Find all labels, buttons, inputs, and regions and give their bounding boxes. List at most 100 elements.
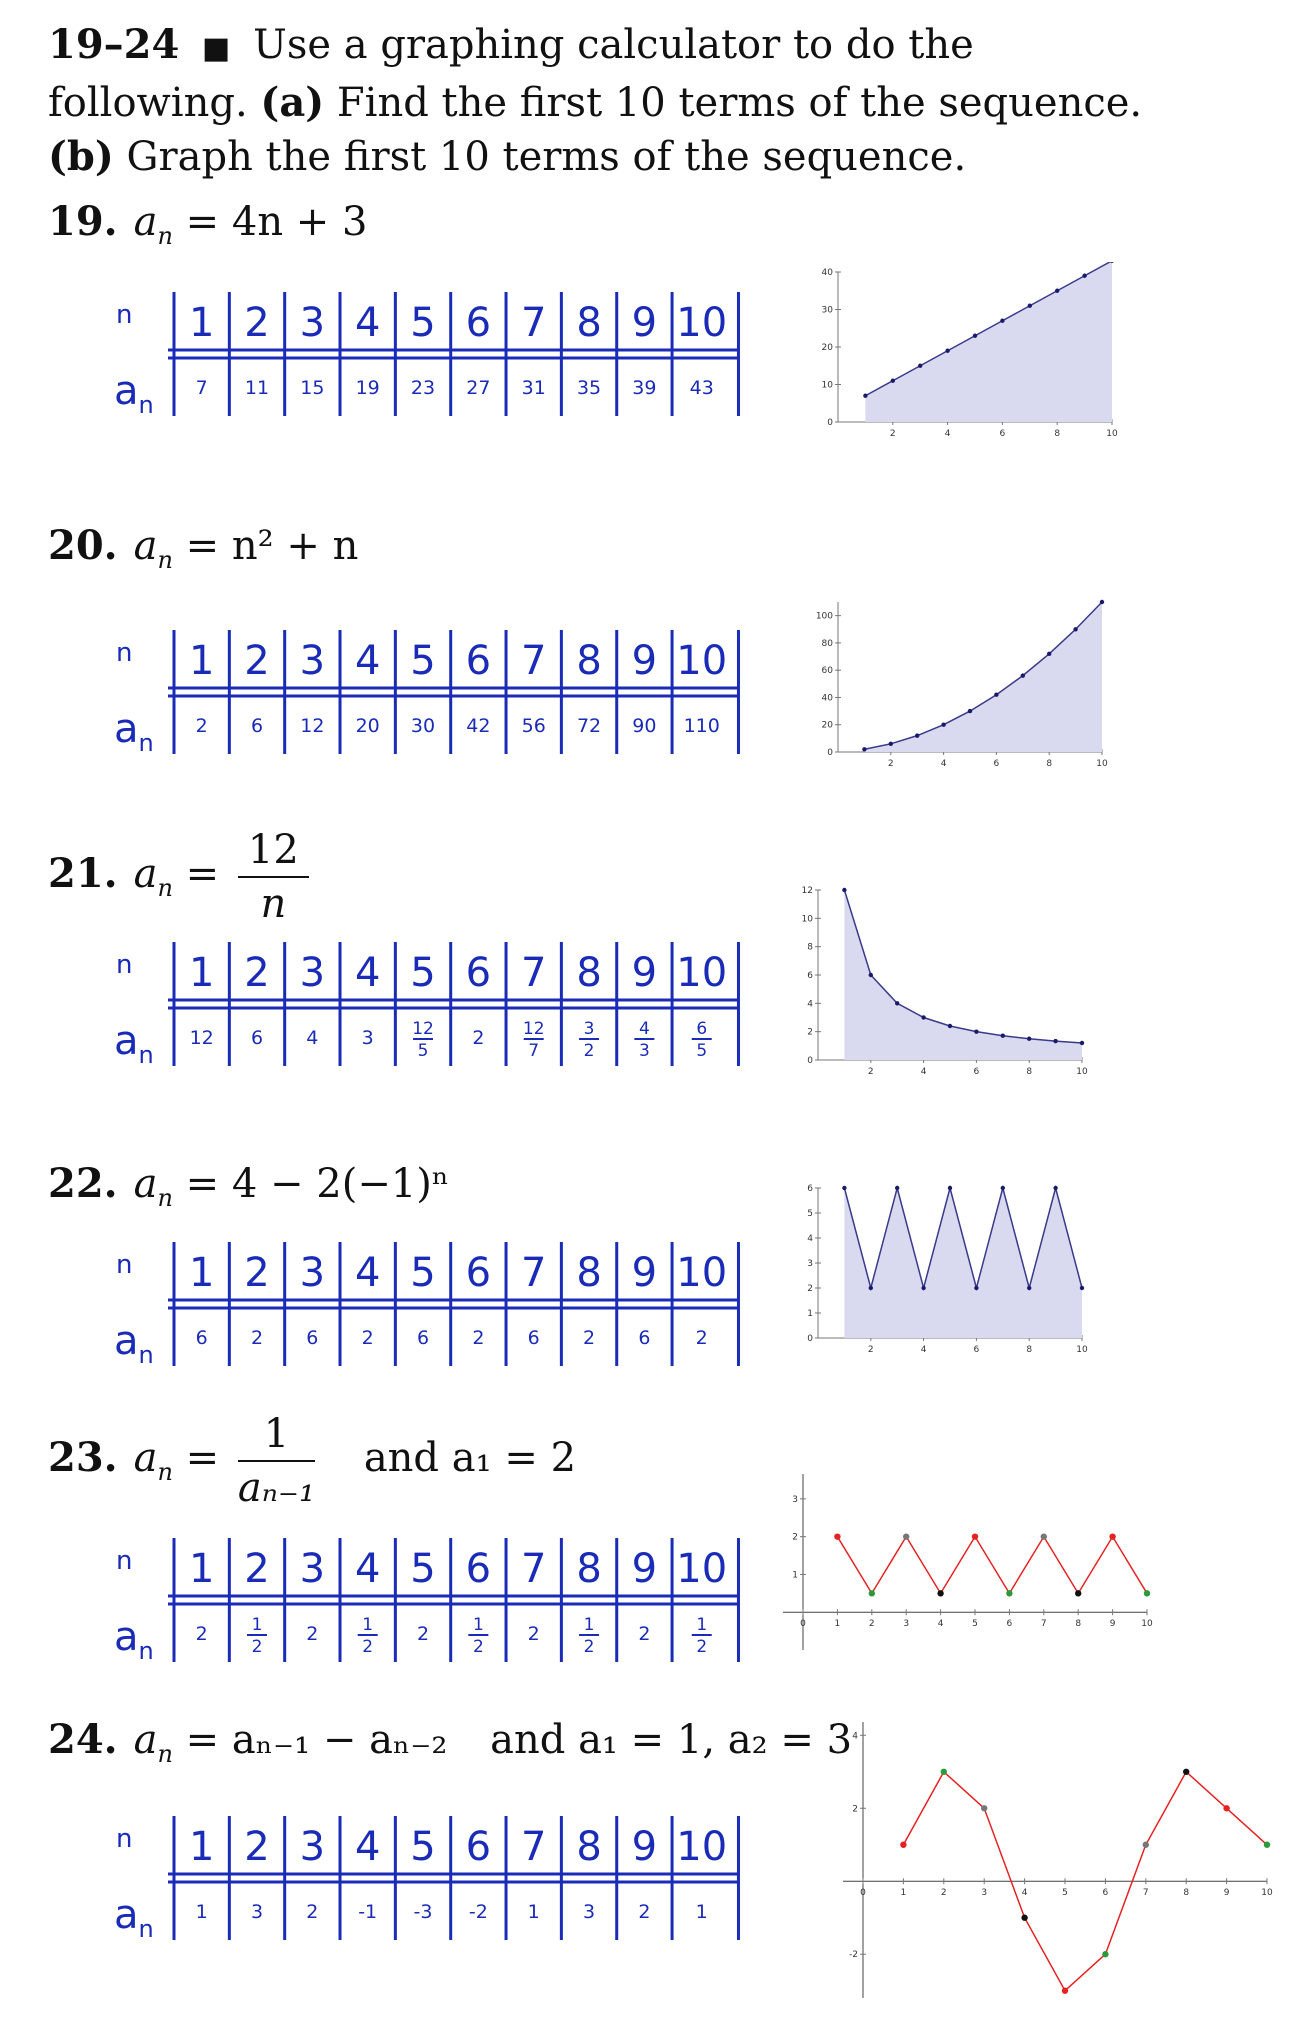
square-bullet: ■ bbox=[202, 31, 231, 66]
n-value: 10 bbox=[676, 1250, 727, 1296]
row-label-n: n bbox=[116, 300, 133, 330]
data-point bbox=[1061, 1987, 1069, 1994]
x-tick-label: 3 bbox=[903, 1619, 909, 1629]
problem-formula: = 4n + 3 bbox=[185, 199, 368, 245]
data-point bbox=[1099, 599, 1105, 605]
term-value: 27 bbox=[466, 377, 490, 399]
data-point bbox=[971, 1533, 979, 1540]
term-denominator: 5 bbox=[418, 1041, 429, 1061]
series-line bbox=[865, 260, 1113, 397]
problem-number: 19. bbox=[48, 198, 118, 245]
term-value: 1 bbox=[696, 1901, 708, 1923]
x-tick-label: 6 bbox=[974, 1067, 980, 1077]
x-tick-label: 4 bbox=[921, 1067, 927, 1077]
n-value: 6 bbox=[466, 300, 491, 346]
n-value: 5 bbox=[410, 638, 435, 684]
data-point bbox=[1027, 1285, 1032, 1291]
term-value: 56 bbox=[522, 715, 546, 737]
x-tick-label: 10 bbox=[1096, 759, 1108, 769]
problem-number: 24. bbox=[48, 1716, 118, 1763]
row-label-an: an bbox=[114, 1318, 154, 1369]
data-point bbox=[1047, 651, 1052, 657]
x-tick-label: 8 bbox=[1026, 1345, 1032, 1355]
x-tick-label: 2 bbox=[869, 1619, 875, 1629]
problem-21-graph: 2 4 6 8 10 0 2 4 6 8 10 12 bbox=[790, 880, 1090, 1084]
data-point bbox=[1079, 1040, 1085, 1046]
n-value: 2 bbox=[244, 950, 269, 996]
problem-23-table: n an 1 2 2 1 2 3 2 4 1 2 5 2 6 1 2 7 2 8 1 2 9 2 10 1 2 bbox=[108, 1536, 748, 1666]
y-tick-label: 5 bbox=[807, 1209, 813, 1219]
n-value: 7 bbox=[521, 950, 546, 996]
area-fill bbox=[844, 1188, 1082, 1338]
data-point bbox=[1183, 1768, 1190, 1775]
problem-22-table: n an 1 6 2 2 3 6 4 2 5 6 6 2 7 6 8 2 9 6 10 2 bbox=[108, 1240, 748, 1370]
sequence-grid: 1 7 2 11 3 15 4 19 5 23 6 27 7 31 8 35 9 39 10 43 bbox=[168, 292, 740, 416]
y-tick-label: 10 bbox=[802, 914, 814, 924]
y-tick-label: 3 bbox=[792, 1495, 798, 1505]
row-label-an: an bbox=[114, 1018, 154, 1069]
y-tick-label: -2 bbox=[849, 1950, 858, 1960]
n-value: 3 bbox=[300, 1546, 325, 1592]
term-value: 2 bbox=[417, 1623, 429, 1645]
data-point bbox=[868, 1285, 873, 1291]
term-numerator: 1 bbox=[473, 1615, 484, 1635]
problem-number: 21. bbox=[48, 850, 118, 897]
y-tick-label: 1 bbox=[792, 1570, 798, 1580]
x-tick-label: 6 bbox=[1007, 1619, 1013, 1629]
data-point bbox=[1223, 1805, 1230, 1812]
term-numerator: 3 bbox=[584, 1019, 595, 1039]
data-point bbox=[868, 1590, 875, 1597]
term-value: 2 bbox=[306, 1623, 318, 1645]
data-point bbox=[890, 378, 895, 383]
sequence-chart: 0 1 2 3 4 5 6 7 8 9 10 1 2 3 bbox=[783, 1474, 1153, 1650]
n-value: 9 bbox=[632, 300, 657, 346]
term-value: 11 bbox=[245, 377, 269, 399]
n-value: 1 bbox=[189, 1824, 214, 1870]
y-tick-label: 100 bbox=[816, 612, 833, 622]
y-tick-label: 0 bbox=[827, 418, 833, 428]
term-value: 39 bbox=[632, 377, 656, 399]
x-tick-label: 10 bbox=[1076, 1067, 1088, 1077]
term-value: 31 bbox=[522, 377, 546, 399]
part-a-label: (a) bbox=[260, 79, 325, 126]
term-value: 4 bbox=[306, 1027, 318, 1049]
problem-20-graph: 2 4 6 8 10 0 20 40 60 80 100 bbox=[810, 592, 1110, 776]
data-point bbox=[1109, 1533, 1116, 1540]
data-point bbox=[974, 1285, 979, 1291]
n-value: 5 bbox=[410, 950, 435, 996]
n-value: 9 bbox=[632, 638, 657, 684]
n-value: 1 bbox=[189, 638, 214, 684]
x-tick-label: 5 bbox=[1062, 1888, 1068, 1898]
n-value: 4 bbox=[355, 1824, 380, 1870]
term-value: -2 bbox=[469, 1901, 488, 1923]
problem-19-graph: 2 4 6 8 10 0 10 20 30 40 bbox=[810, 258, 1120, 446]
n-value: 7 bbox=[521, 1546, 546, 1592]
term-value: 2 bbox=[472, 1327, 484, 1349]
term-fraction: 65 bbox=[691, 1019, 712, 1061]
term-value: 6 bbox=[417, 1327, 429, 1349]
n-value: 6 bbox=[466, 1250, 491, 1296]
term-value: 2 bbox=[638, 1623, 650, 1645]
n-value: 5 bbox=[410, 1250, 435, 1296]
n-value: 4 bbox=[355, 950, 380, 996]
term-value: 2 bbox=[638, 1901, 650, 1923]
data-point bbox=[937, 1590, 944, 1597]
problem-20-table: n an 1 2 2 6 3 12 4 20 5 30 6 42 7 56 8 72 9 90 10 110 bbox=[108, 628, 748, 758]
series-line bbox=[843, 1185, 1083, 1291]
term-denominator: 2 bbox=[362, 1637, 373, 1657]
x-tick-label: 0 bbox=[860, 1888, 866, 1898]
n-value: 10 bbox=[676, 638, 727, 684]
problem-24-table: n an 1 1 2 3 3 2 4 -1 5 -3 6 -2 7 1 8 3 9 2 10 1 bbox=[108, 1814, 748, 1944]
n-value: 6 bbox=[466, 950, 491, 996]
data-point bbox=[1073, 627, 1078, 632]
term-value: 2 bbox=[362, 1327, 374, 1349]
term-numerator: 12 bbox=[412, 1019, 434, 1039]
x-tick-label: 8 bbox=[1054, 429, 1060, 439]
y-tick-label: 6 bbox=[807, 971, 813, 981]
n-value: 9 bbox=[632, 950, 657, 996]
y-tick-label: 8 bbox=[807, 943, 813, 953]
data-point bbox=[868, 972, 873, 978]
y-tick-label: 20 bbox=[822, 721, 834, 731]
data-point bbox=[895, 1001, 900, 1006]
data-point bbox=[941, 722, 946, 727]
